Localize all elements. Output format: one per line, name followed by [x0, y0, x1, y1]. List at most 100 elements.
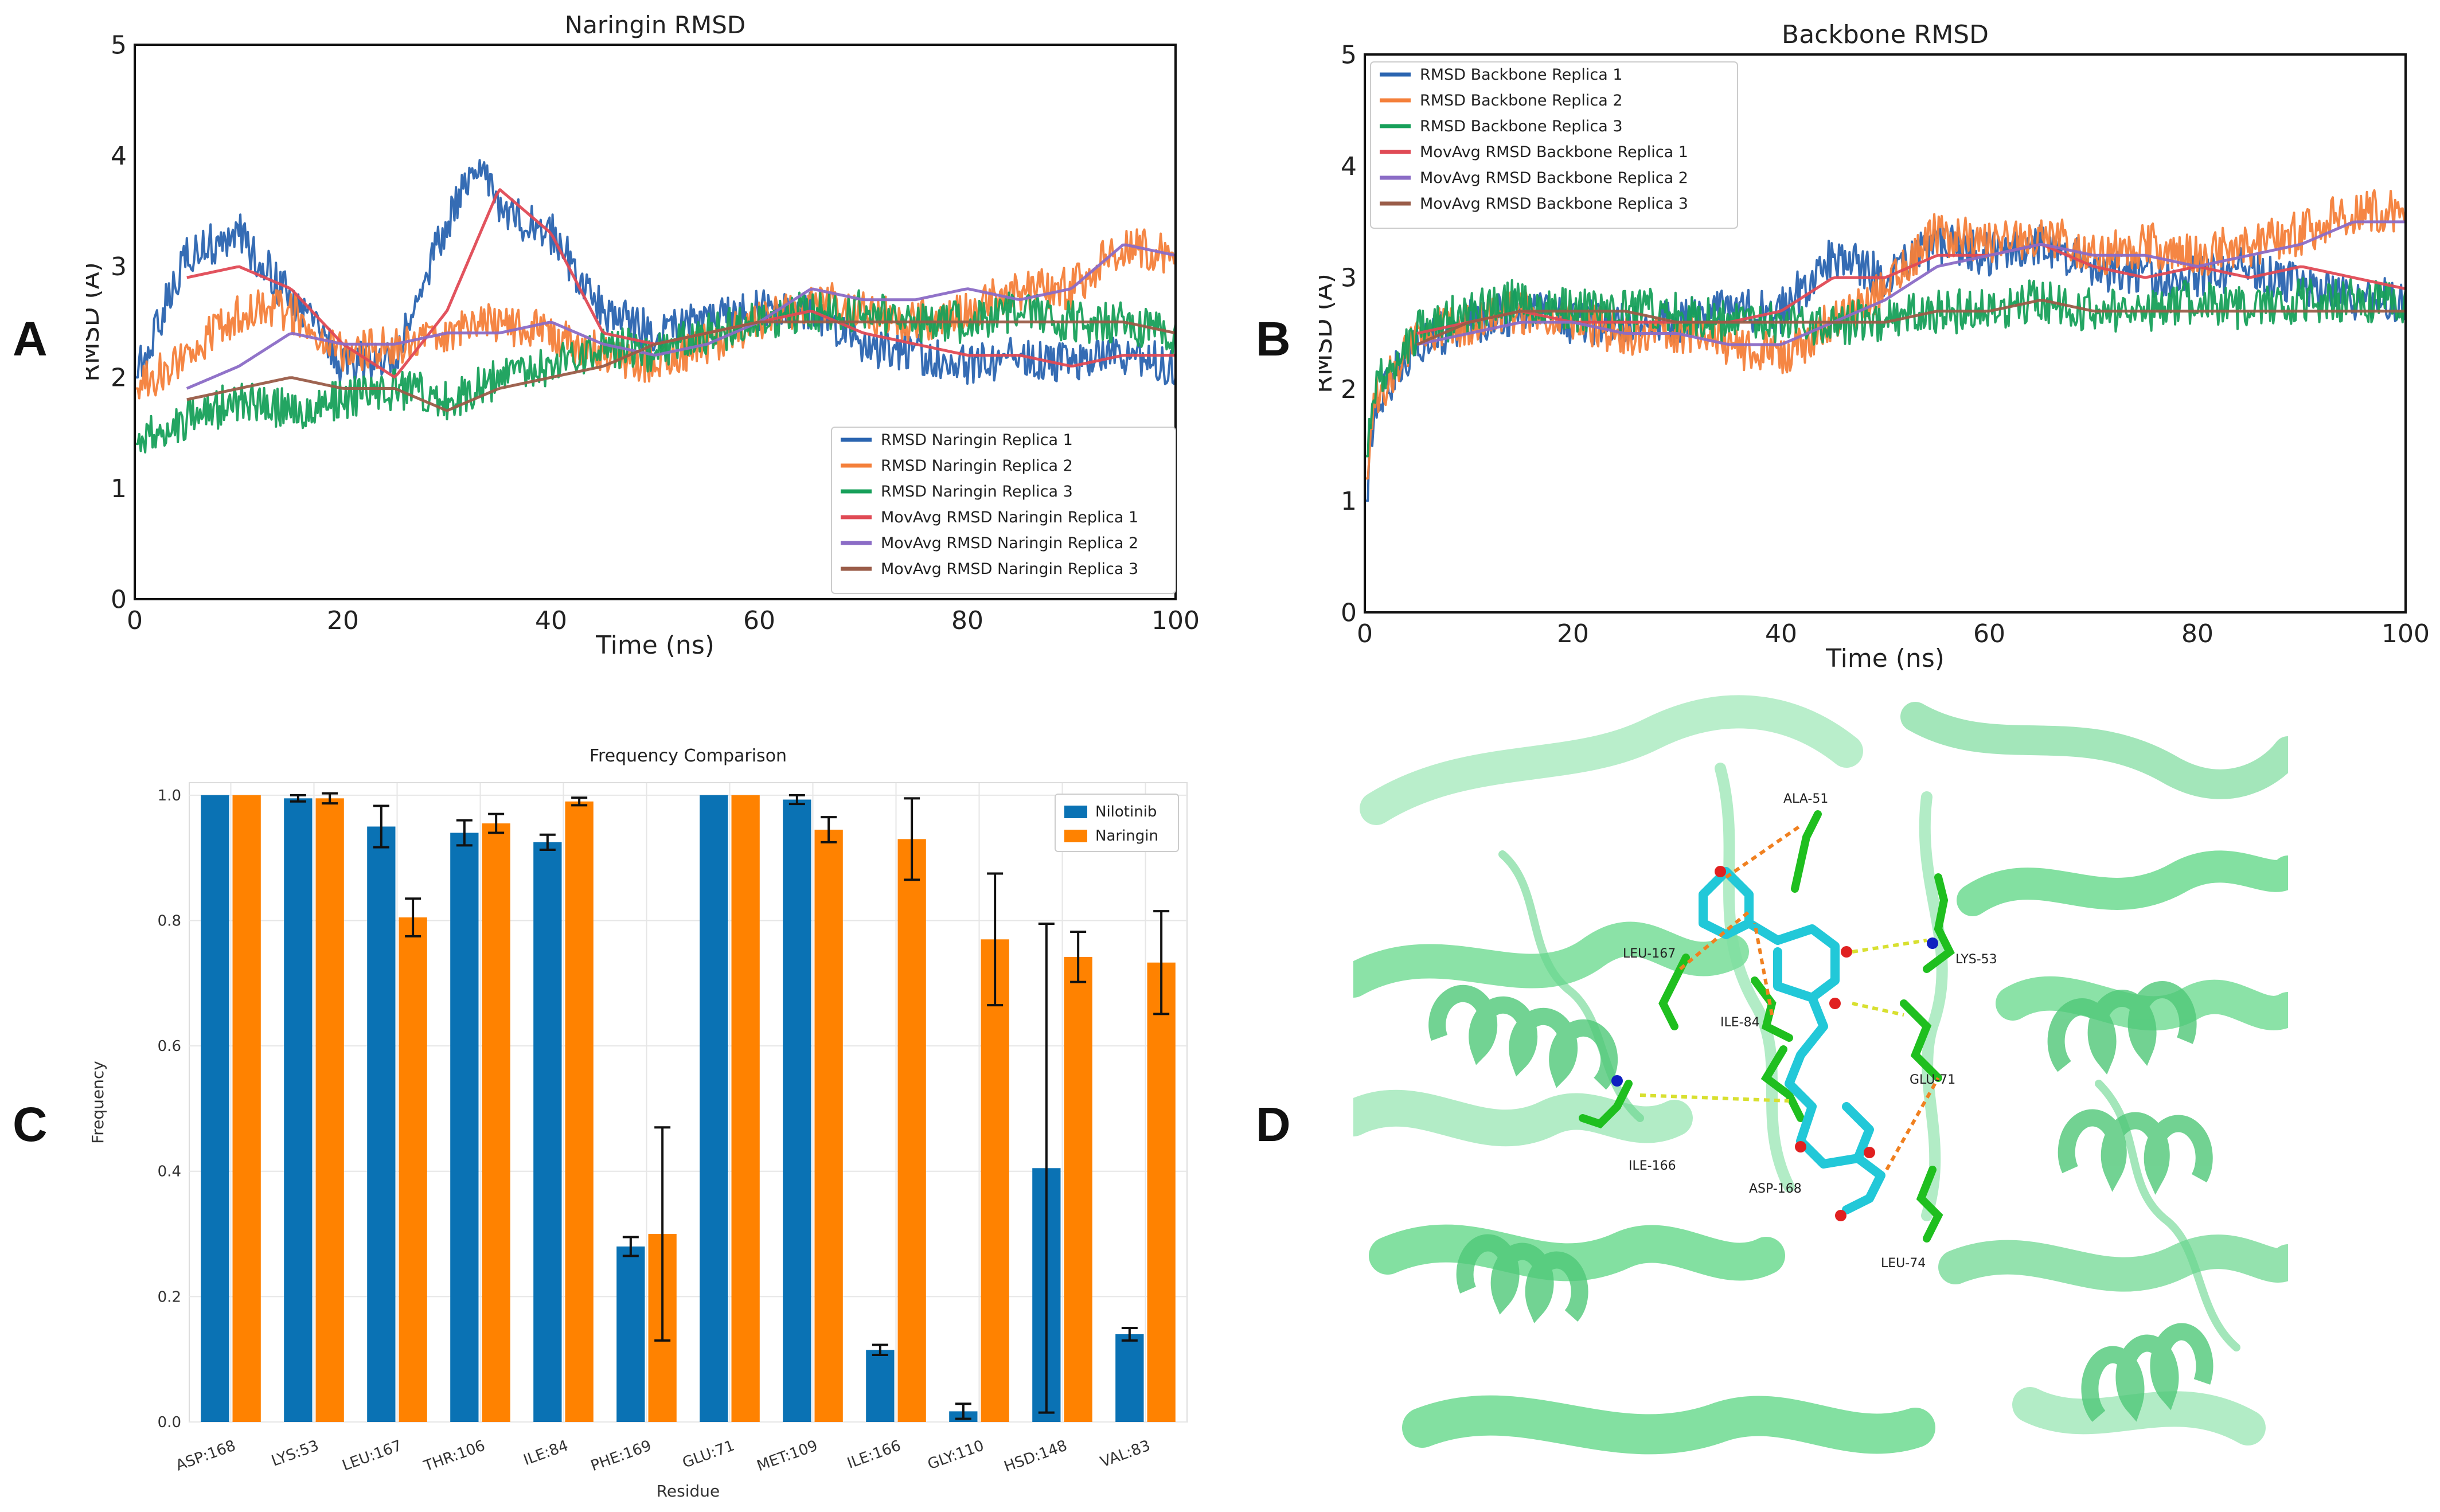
residue-label-asp-168: ASP-168 — [1749, 1182, 1802, 1196]
chart-naringin-rmsd: Naringin RMSD 0 20 40 60 80 100 0 1 2 3 4 5 Time (ns)… — [86, 11, 1200, 660]
chart-c-xlabel: Residue — [657, 1482, 720, 1501]
chart-c-legend-label-naringin: Naringin — [1095, 827, 1158, 845]
chart-a-title: Naringin RMSD — [565, 11, 745, 39]
chart-b-xtick-80: 80 — [2181, 619, 2213, 648]
chart-c-bar-nilotinib-thr-106 — [450, 833, 479, 1422]
chart-c-legend-swatch-naringin — [1064, 830, 1087, 842]
chart-c-errorbar-nilotinib-hsd-148 — [1038, 922, 1055, 1414]
chart-b-series-rmsd-backbone-replica-3 — [1365, 277, 2406, 458]
chart-a-ylabel: RMSD (Å) — [86, 262, 105, 382]
chart-b-frame — [1364, 53, 2407, 614]
chart-c-errorbar-nilotinib-gly-110 — [955, 1402, 971, 1420]
chart-b-legend-label-movavg-rmsd-backbone-replica-2: MovAvg RMSD Backbone Replica 2 — [1420, 169, 1688, 187]
chart-a-series-movavg-rmsd-naringin-replica-2 — [186, 243, 1176, 390]
chart-c-bar-nilotinib-phe-169 — [616, 1246, 645, 1422]
chart-c-bar-nilotinib-asp-168 — [201, 795, 229, 1422]
chart-c-errorbar-naringin-met-109 — [821, 816, 837, 843]
chart-b-legend-label-movavg-rmsd-backbone-replica-3: MovAvg RMSD Backbone Replica 3 — [1420, 195, 1688, 213]
chart-a-ytick-1: 1 — [111, 474, 127, 503]
chart-c-xtick-leu-167: LEU:167 — [340, 1437, 404, 1474]
chart-a-frame — [134, 44, 1177, 600]
residue-label-lys-53: LYS-53 — [1955, 952, 1997, 967]
chart-b-legend-label-rmsd-backbone-replica-3: RMSD Backbone Replica 3 — [1420, 118, 1623, 135]
chart-a-xtick-20: 20 — [327, 606, 359, 635]
chart-c-bar-nilotinib-glu-71 — [700, 795, 728, 1422]
chart-c-bar-naringin-thr-106 — [482, 823, 510, 1422]
chart-c-bar-naringin-hsd-148 — [1064, 956, 1092, 1422]
residue-label-leu-167: LEU-167 — [1623, 947, 1676, 961]
chart-c-bar-naringin-gly-110 — [981, 939, 1009, 1422]
chart-c-bar-nilotinib-ile-166 — [866, 1350, 895, 1422]
chart-b-legend-label-rmsd-backbone-replica-2: RMSD Backbone Replica 2 — [1420, 92, 1623, 110]
chart-c-ytick-0-0: 0.0 — [158, 1414, 181, 1431]
chart-c-xtick-lys-53: LYS:53 — [270, 1437, 321, 1470]
chart-b-title: Backbone RMSD — [1782, 20, 1989, 49]
chart-frequency-comparison: 0.0 0.2 0.4 0.6 0.8 1.0 Frequency Comparison AS… — [88, 746, 1188, 1501]
chart-c-bar-naringin-asp-168 — [232, 795, 261, 1422]
chart-b-series-rmsd-backbone-replica-2 — [1365, 189, 2406, 480]
chart-b-xtick-60: 60 — [1973, 619, 2005, 648]
chart-a-ytick-0: 0 — [111, 585, 127, 614]
chart-b-ytick-0: 0 — [1341, 598, 1357, 627]
chart-c-bar-nilotinib-leu-167 — [367, 826, 396, 1422]
chart-b-ytick-1: 1 — [1341, 487, 1357, 516]
chart-a-series-rmsd-naringin-replica-3 — [135, 289, 1176, 454]
chart-c-errorbar-naringin-hsd-148 — [1070, 931, 1087, 983]
chart-c-xtick-glu-71: GLU:71 — [680, 1437, 737, 1471]
chart-c-errorbar-naringin-gly-110 — [987, 872, 1004, 1007]
residue-label-glu-71: GLU-71 — [1910, 1073, 1955, 1087]
chart-b-xtick-40: 40 — [1765, 619, 1797, 648]
residue-label-ile-166: ILE-166 — [1629, 1159, 1676, 1173]
chart-c-frame — [189, 782, 1188, 1423]
chart-a-xtick-60: 60 — [743, 606, 775, 635]
chart-c-title: Frequency Comparison — [589, 746, 787, 766]
chart-b-xtick-20: 20 — [1557, 619, 1589, 648]
chart-c-bar-naringin-met-109 — [814, 829, 843, 1422]
chart-c-bar-naringin-lys-53 — [315, 798, 344, 1422]
chart-a-legend-box — [831, 427, 1176, 594]
chart-c-errorbar-nilotinib-leu-167 — [373, 804, 389, 849]
chart-b-legend: RMSD Backbone Replica 1 RMSD Backbone Rep… — [1370, 61, 1738, 229]
chart-c-ytick-0-4: 0.4 — [158, 1163, 181, 1181]
chart-c-xtick-val-83: VAL:83 — [1098, 1437, 1153, 1471]
chart-c-errorbar-nilotinib-met-109 — [788, 794, 805, 806]
chart-a-xtick-0: 0 — [127, 606, 143, 635]
chart-c-errorbar-nilotinib-lys-53 — [290, 794, 306, 803]
chart-c-bar-naringin-glu-71 — [731, 795, 760, 1422]
chart-c-errorbar-nilotinib-val-83 — [1121, 1327, 1138, 1342]
chart-c-bar-naringin-ile-166 — [897, 839, 926, 1422]
panel-letter-b: B — [1256, 312, 1291, 366]
chart-c-legend-label-nilotinib: Nilotinib — [1095, 803, 1157, 821]
docking-pose-image: ALA-51 LYS-53 LEU-167 ILE-84 GLU-71 ILE-… — [1353, 682, 2288, 1508]
chart-c-xtick-hsd-148: HSD:148 — [1002, 1437, 1069, 1475]
chart-c-errorbar-nilotinib-phe-169 — [622, 1236, 639, 1257]
chart-c-bar-nilotinib-met-109 — [783, 799, 811, 1422]
chart-c-ytick-0-6: 0.6 — [158, 1038, 181, 1055]
chart-a-series-rmsd-naringin-replica-1 — [135, 159, 1176, 385]
chart-c-xtick-met-109: MET:109 — [755, 1437, 820, 1475]
residue-labels: ALA-51 LYS-53 LEU-167 ILE-84 GLU-71 ILE-… — [1623, 792, 1997, 1271]
chart-c-errorbar-naringin-leu-167 — [405, 897, 421, 937]
chart-c-legend-swatch-nilotinib — [1064, 806, 1087, 818]
chart-a-ytick-2: 2 — [111, 364, 127, 393]
chart-a-legend-label-movavg-rmsd-naringin-replica-2: MovAvg RMSD Naringin Replica 2 — [881, 534, 1138, 552]
interaction-lines — [1639, 824, 1940, 1171]
chart-b-series-movavg-rmsd-backbone-replica-3 — [1416, 299, 2406, 346]
chart-c-bar-nilotinib-val-83 — [1115, 1334, 1144, 1422]
chart-b-ytick-5: 5 — [1341, 40, 1357, 69]
chart-b-series-movavg-rmsd-backbone-replica-2 — [1416, 220, 2406, 346]
chart-c-errorbar-nilotinib-thr-106 — [456, 819, 473, 847]
protein-cartoon — [1353, 695, 2288, 1455]
chart-a-series-movavg-rmsd-naringin-replica-3 — [186, 321, 1176, 412]
chart-b-ylabel: RMSD (Å) — [1319, 274, 1338, 393]
chart-c-errorbar-naringin-ile-84 — [571, 796, 588, 807]
chart-backbone-rmsd: Backbone RMSD 0 20 40 60 80 100 0 1 2 3 4 5 Time (ns)… — [1319, 20, 2430, 673]
chart-a-xtick-40: 40 — [535, 606, 567, 635]
chart-c-bar-nilotinib-lys-53 — [284, 798, 313, 1422]
chart-c-errorbar-naringin-val-83 — [1153, 910, 1170, 1015]
chart-a-xtick-100: 100 — [1151, 606, 1200, 635]
chart-b-legend-label-rmsd-backbone-replica-1: RMSD Backbone Replica 1 — [1420, 66, 1623, 84]
chart-c-ytick-0-2: 0.2 — [158, 1288, 181, 1306]
chart-c-errorbar-naringin-lys-53 — [322, 792, 338, 805]
